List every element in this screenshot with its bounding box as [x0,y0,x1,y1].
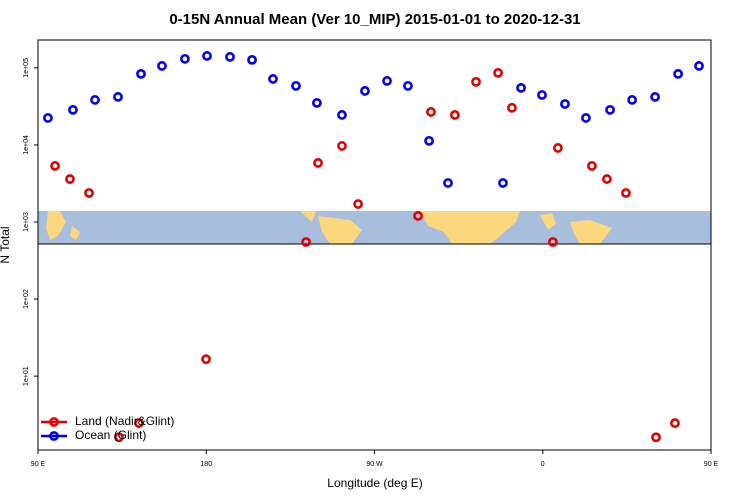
point [268,74,278,84]
y-tick-label: 1e+02 [23,289,30,309]
legend-marker [49,431,59,441]
chart-title: 0-15N Annual Mean (Ver 10_MIP) 2015-01-0… [169,11,580,28]
point [581,113,591,123]
point [180,53,190,64]
point [301,237,311,247]
point [601,174,612,184]
point [694,61,704,71]
point [516,82,526,93]
legend-label: Ocean (Glint) [75,428,146,442]
point [605,104,615,115]
point [202,51,212,61]
point [157,61,167,71]
y-tick-label: 1e+05 [23,58,30,78]
point [627,95,638,105]
point [651,432,661,443]
point [247,54,257,65]
x-tick-label: 90 W [366,461,383,468]
point [313,158,323,168]
plot-frame [37,39,712,451]
point [225,51,235,62]
point [650,92,661,102]
point [360,86,370,96]
point [621,188,631,198]
point [552,143,563,153]
y-tick-label: 1e+04 [23,135,30,155]
point [134,418,144,428]
point [587,161,597,171]
point [507,102,517,113]
point [65,174,75,184]
point [547,237,558,247]
point [337,141,347,151]
point [413,210,423,221]
point [403,81,413,91]
point [471,76,481,87]
x-tick-label: 180 [200,461,212,468]
y-tick-label: 1e+03 [23,212,30,232]
point [90,95,100,105]
x-tick-label: 90 E [31,461,46,468]
point [291,81,301,91]
point [498,178,508,188]
legend-label: Land (Nadir&Glint) [75,414,174,428]
point [201,354,211,365]
point [443,178,453,188]
point [136,68,146,79]
point [537,90,547,100]
point [424,135,434,146]
legend-marker [49,417,59,427]
point [84,188,94,198]
point [382,76,392,86]
point [50,161,60,171]
x-tick-label: 90 E [704,461,719,468]
point [113,92,123,102]
point [670,418,680,428]
point [426,107,436,117]
point [337,110,347,120]
point [68,104,78,115]
point [43,113,53,123]
point [493,67,503,78]
x-tick-label: 0 [541,461,545,468]
y-tick-label: 1e+01 [23,366,30,386]
point [114,432,124,443]
y-axis-label: N Total [0,226,12,263]
point [673,68,683,79]
point [560,99,570,109]
point [312,98,322,108]
x-axis-label: Longitude (deg E) [327,476,422,490]
map-strip [38,211,711,244]
point [449,110,460,120]
point [353,199,363,209]
